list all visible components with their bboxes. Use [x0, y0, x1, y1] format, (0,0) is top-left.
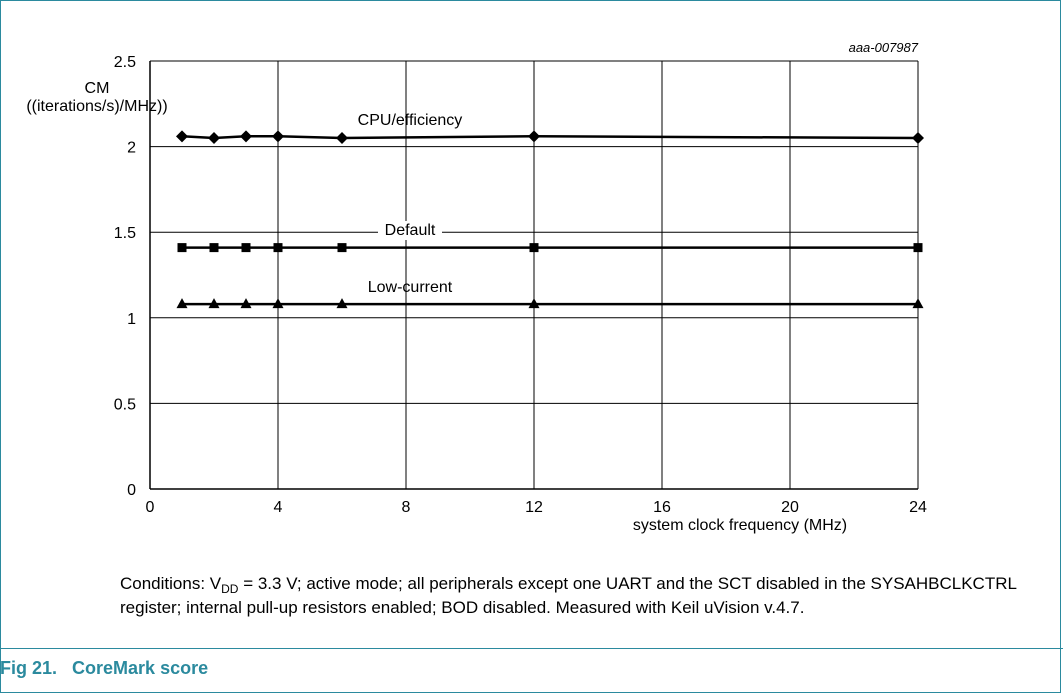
series-label: CPU/efficiency	[358, 112, 463, 129]
data-point-diamond	[176, 130, 188, 143]
data-point-triangle	[528, 298, 540, 309]
conditions-note: Conditions: VDD = 3.3 V; active mode; al…	[120, 572, 1040, 620]
data-point-square	[913, 243, 923, 253]
series-line	[181, 135, 919, 140]
data-point-triangle	[240, 298, 252, 309]
data-point-square	[529, 243, 539, 253]
x-tick-label: 12	[525, 499, 543, 516]
series-label: Default	[385, 222, 436, 239]
x-axis-label: system clock frequency (MHz)	[633, 517, 847, 534]
coremark-chart: 0 4 8 12 16 20 24 0 0.5 1 1.5 2 2.5CM((iterations/s)…	[26, 40, 927, 534]
y-tick-label: 0	[127, 482, 136, 499]
data-point-diamond	[912, 132, 924, 145]
y-tick-label: 1.5	[114, 225, 136, 242]
data-point-triangle	[272, 298, 284, 309]
y-tick-label: 2.5	[114, 54, 136, 71]
x-tick-label: 8	[402, 499, 411, 516]
data-point-diamond	[272, 130, 284, 143]
figure-id-tag: aaa-007987	[849, 40, 919, 55]
y-tick-label: 2	[127, 140, 136, 157]
conditions-prefix: Conditions: V	[120, 574, 222, 593]
x-tick-label: 24	[909, 499, 927, 516]
y-tick-label: 1	[127, 311, 136, 328]
x-tick-label: 0	[146, 499, 155, 516]
conditions-subscript: DD	[221, 582, 239, 596]
x-tick-label: 16	[653, 499, 671, 516]
caption-divider	[0, 648, 1063, 649]
figure-title: CoreMark score	[72, 658, 209, 678]
figure-number: Fig 21.	[0, 658, 58, 678]
data-point-triangle	[176, 298, 188, 309]
data-point-triangle	[336, 298, 348, 309]
figure-caption: Fig 21. CoreMark score	[0, 658, 208, 679]
data-point-square	[337, 243, 347, 253]
x-tick-label: 20	[781, 499, 799, 516]
data-point-diamond	[336, 132, 348, 145]
data-point-diamond	[528, 130, 540, 143]
y-axis-label-line1: CM	[85, 80, 110, 97]
data-point-diamond	[240, 130, 252, 143]
series-label: Low-current	[368, 279, 453, 296]
data-point-diamond	[208, 132, 220, 145]
data-point-square	[273, 243, 283, 253]
series-label-bg	[378, 221, 442, 240]
y-tick-label: 0.5	[114, 396, 136, 413]
x-tick-label: 4	[274, 499, 283, 516]
conditions-rest: = 3.3 V; active mode; all peripherals ex…	[120, 574, 1017, 617]
y-axis-label-line2: ((iterations/s)/MHz))	[26, 98, 167, 115]
data-point-square	[177, 243, 187, 253]
data-point-triangle	[912, 298, 924, 309]
data-point-triangle	[208, 298, 220, 309]
data-point-square	[241, 243, 251, 253]
data-point-square	[209, 243, 219, 253]
